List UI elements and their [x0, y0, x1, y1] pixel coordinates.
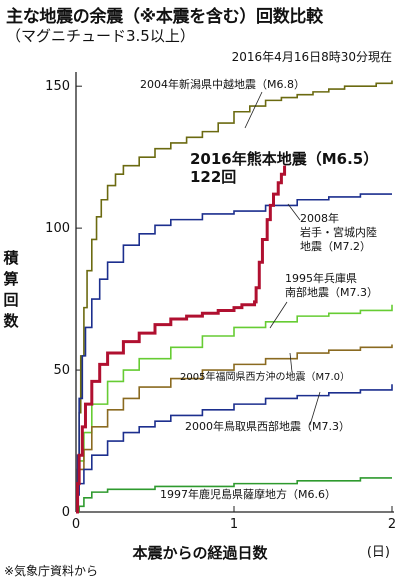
series-line-0 [76, 80, 393, 513]
label-fukuoka: 2005年福岡県西方沖の地震（M7.0） [180, 370, 350, 383]
y-axis-label: 積算回数 [3, 249, 19, 330]
chart-title: 主な地震の余震（※本震を含む）回数比較 [6, 7, 323, 27]
y-tick-label-100: 100 [45, 221, 70, 236]
y-tick-label-150: 150 [45, 79, 70, 94]
label-iwate: 2008年岩手・宮城内陸地震（M7.2） [300, 211, 377, 253]
x-tick-label-2: 2 [388, 517, 396, 532]
source-note: ※気象庁資料から [4, 564, 99, 578]
x-tick-label-1: 1 [230, 517, 238, 532]
x-axis-label: 本震からの経過日数 [132, 544, 268, 562]
label-fukuoka-leader [289, 352, 293, 373]
label-hyogo: 1995年兵庫県南部地震（M7.3） [285, 271, 378, 299]
series-line-6 [76, 477, 392, 513]
x-tick-label-0: 0 [72, 517, 80, 532]
series-line-1 [76, 165, 287, 514]
as-of-date: 2016年4月16日8時30分現在 [231, 50, 392, 64]
label-niigata: 2004年新潟県中越地震（M6.8） [140, 77, 305, 91]
series-line-2 [76, 193, 392, 513]
label-iwate-leader [287, 203, 301, 221]
y-tick-label-0: 0 [62, 505, 70, 520]
series-line-5 [76, 384, 393, 513]
label-kagoshima: 1997年鹿児島県薩摩地方（M6.6） [160, 487, 336, 501]
label-niigata-leader [244, 91, 263, 129]
label-tottori-leader [309, 391, 321, 426]
label-tottori: 2000年鳥取県西部地震（M7.3） [185, 419, 350, 433]
label-kumamoto: 2016年熊本地震（M6.5） 122回 [190, 150, 378, 186]
y-tick-label-50: 50 [53, 363, 70, 378]
label-hyogo-leader [269, 301, 288, 329]
chart-subtitle: （マグニチュード3.5以上） [6, 27, 195, 45]
x-axis-unit: (日) [366, 545, 390, 560]
